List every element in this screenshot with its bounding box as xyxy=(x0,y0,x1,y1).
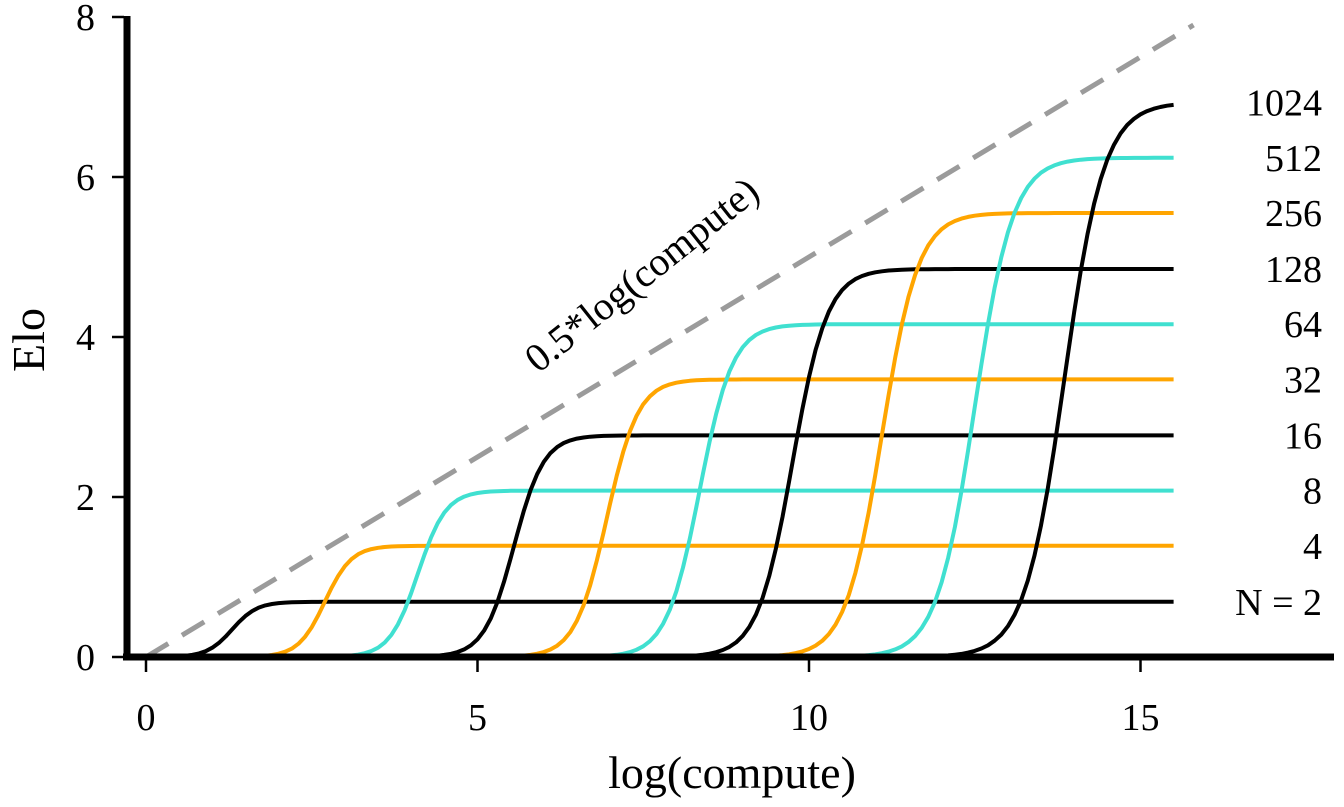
reference-line-label: 0.5*log(compute) xyxy=(516,168,767,381)
x-tick-label: 5 xyxy=(468,697,487,739)
y-tick-label: 8 xyxy=(76,0,95,39)
series-label: 256 xyxy=(1265,193,1322,235)
series-label-layer: N = 2 4 8 16 32 64 128 256 512 1024 xyxy=(1235,83,1322,624)
series-label: 512 xyxy=(1265,138,1322,180)
x-tick-label: 10 xyxy=(790,697,828,739)
series-label: 16 xyxy=(1284,415,1322,457)
series-label: 4 xyxy=(1303,526,1322,568)
axes-layer xyxy=(123,16,1334,661)
series-label: 128 xyxy=(1265,249,1322,291)
x-axis-title: log(compute) xyxy=(608,747,856,798)
reference-line xyxy=(144,22,1195,660)
series-label: 32 xyxy=(1284,359,1322,401)
y-axis-title: Elo xyxy=(3,308,54,372)
series-label: 1024 xyxy=(1246,83,1322,125)
y-tick-label: 6 xyxy=(76,157,95,199)
series-label: N = 2 xyxy=(1235,582,1322,624)
y-tick-label: 4 xyxy=(76,317,95,359)
series-line xyxy=(146,267,1174,659)
series-layer xyxy=(146,102,1174,659)
tick-layer: 0 5 10 15 0 2 4 6 8 xyxy=(76,0,1160,739)
y-tick-label: 2 xyxy=(76,477,95,519)
reference-line-layer xyxy=(144,22,1195,660)
x-tick-label: 15 xyxy=(1122,697,1160,739)
x-tick-label: 0 xyxy=(137,697,156,739)
series-line xyxy=(146,543,1174,659)
series-label: 64 xyxy=(1284,304,1322,346)
y-tick-label: 0 xyxy=(76,637,95,679)
series-label: 8 xyxy=(1303,471,1322,513)
series-line xyxy=(146,599,1174,659)
series-line xyxy=(146,377,1174,659)
